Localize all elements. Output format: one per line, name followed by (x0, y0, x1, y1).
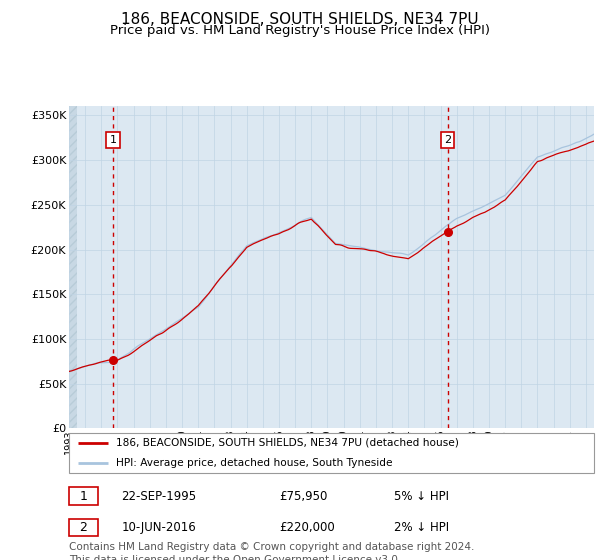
FancyBboxPatch shape (69, 433, 594, 473)
Bar (69, 106, 77, 428)
Text: 5% ↓ HPI: 5% ↓ HPI (395, 489, 449, 502)
Text: £75,950: £75,950 (279, 489, 328, 502)
Text: 1: 1 (79, 489, 88, 502)
Text: 22-SEP-1995: 22-SEP-1995 (121, 489, 197, 502)
FancyBboxPatch shape (69, 487, 98, 505)
Text: 2% ↓ HPI: 2% ↓ HPI (395, 521, 449, 534)
Text: 186, BEACONSIDE, SOUTH SHIELDS, NE34 7PU: 186, BEACONSIDE, SOUTH SHIELDS, NE34 7PU (121, 12, 479, 27)
Text: 1: 1 (110, 135, 116, 145)
Text: £220,000: £220,000 (279, 521, 335, 534)
Text: Contains HM Land Registry data © Crown copyright and database right 2024.
This d: Contains HM Land Registry data © Crown c… (69, 542, 475, 560)
Text: 186, BEACONSIDE, SOUTH SHIELDS, NE34 7PU (detached house): 186, BEACONSIDE, SOUTH SHIELDS, NE34 7PU… (116, 438, 459, 448)
Text: 2: 2 (79, 521, 88, 534)
Text: HPI: Average price, detached house, South Tyneside: HPI: Average price, detached house, Sout… (116, 458, 393, 468)
Text: 2: 2 (444, 135, 451, 145)
Text: Price paid vs. HM Land Registry's House Price Index (HPI): Price paid vs. HM Land Registry's House … (110, 24, 490, 37)
FancyBboxPatch shape (69, 519, 98, 536)
Text: 10-JUN-2016: 10-JUN-2016 (121, 521, 196, 534)
